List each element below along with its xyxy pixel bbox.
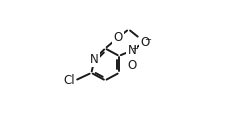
Text: N: N (127, 44, 135, 57)
Text: O: O (139, 36, 148, 49)
Text: O: O (113, 31, 122, 44)
Text: O: O (127, 59, 136, 72)
Text: Cl: Cl (63, 74, 75, 87)
Text: −: − (143, 35, 150, 44)
Text: N: N (90, 53, 99, 66)
Text: +: + (130, 44, 137, 53)
